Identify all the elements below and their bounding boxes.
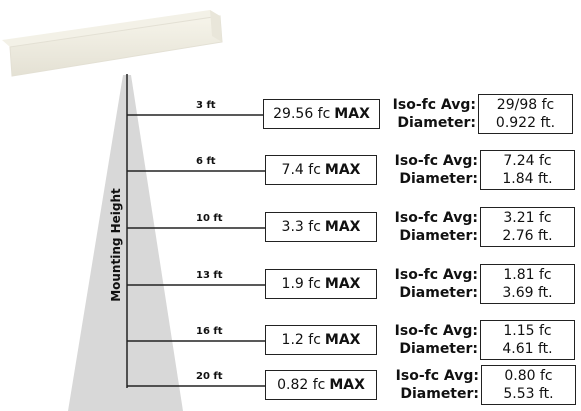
metric-values-box: 0.80 fc 5.53 ft.	[481, 365, 576, 405]
diameter-value: 0.922 ft.	[495, 115, 556, 131]
metric-values-box: 1.15 fc 4.61 ft.	[480, 320, 575, 360]
diameter-value: 4.61 ft.	[502, 341, 553, 357]
max-suffix: MAX	[334, 106, 370, 122]
max-suffix: MAX	[324, 276, 361, 292]
max-illuminance-value: 1.9 fc	[281, 276, 321, 292]
max-illuminance-value: 3.3 fc	[281, 219, 321, 235]
iso-fc-avg-label: Iso-fc Avg:	[394, 210, 478, 226]
max-illuminance-box: 1.2 fc MAX	[265, 325, 377, 355]
fixture-top-face	[2, 10, 220, 47]
max-illuminance-value: 7.4 fc	[281, 162, 321, 178]
max-illuminance-box: 3.3 fc MAX	[265, 212, 377, 242]
metric-values-box: 29/98 fc 0.922 ft.	[478, 94, 573, 134]
light-beam-cone	[68, 75, 183, 411]
diameter-label: Diameter:	[399, 171, 478, 187]
diameter-label: Diameter:	[397, 115, 476, 131]
iso-fc-avg-label: Iso-fc Avg:	[395, 368, 479, 384]
metric-values-box: 7.24 fc 1.84 ft.	[480, 150, 575, 190]
iso-fc-avg-label: Iso-fc Avg:	[394, 153, 478, 169]
height-label: 10 ft	[196, 213, 223, 224]
iso-fc-avg-value: 3.21 fc	[503, 210, 552, 226]
height-label: 20 ft	[196, 371, 223, 382]
diameter-label: Diameter:	[400, 386, 479, 402]
height-label: 13 ft	[196, 270, 223, 281]
max-illuminance-value: 1.2 fc	[281, 332, 321, 348]
metric-labels: Iso-fc Avg: Diameter:	[383, 152, 478, 188]
max-illuminance-box: 0.82 fc MAX	[265, 370, 377, 400]
metric-values-box: 3.21 fc 2.76 ft.	[480, 207, 575, 247]
iso-fc-avg-value: 0.80 fc	[504, 368, 553, 384]
max-illuminance-box: 29.56 fc MAX	[263, 99, 380, 129]
max-illuminance-box: 1.9 fc MAX	[265, 269, 377, 299]
diameter-value: 5.53 ft.	[503, 386, 554, 402]
metric-labels: Iso-fc Avg: Diameter:	[383, 266, 478, 302]
metric-labels: Iso-fc Avg: Diameter:	[381, 96, 476, 132]
diameter-label: Diameter:	[399, 228, 478, 244]
max-illuminance-box: 7.4 fc MAX	[265, 155, 377, 185]
iso-fc-avg-label: Iso-fc Avg:	[392, 97, 476, 113]
height-label: 6 ft	[196, 156, 216, 167]
metric-labels: Iso-fc Avg: Diameter:	[384, 367, 479, 403]
iso-fc-avg-value: 1.15 fc	[503, 323, 552, 339]
max-illuminance-value: 0.82 fc	[277, 377, 326, 393]
metric-labels: Iso-fc Avg: Diameter:	[383, 209, 478, 245]
iso-fc-avg-value: 7.24 fc	[503, 153, 552, 169]
diameter-value: 3.69 ft.	[502, 285, 553, 301]
max-suffix: MAX	[324, 332, 361, 348]
iso-fc-avg-value: 29/98 fc	[496, 97, 555, 113]
row-connectors	[127, 114, 265, 387]
max-suffix: MAX	[324, 162, 361, 178]
height-label: 16 ft	[196, 326, 223, 337]
diameter-label: Diameter:	[399, 341, 478, 357]
max-illuminance-value: 29.56 fc	[273, 106, 331, 122]
diameter-value: 1.84 ft.	[502, 171, 553, 187]
iso-fc-avg-label: Iso-fc Avg:	[394, 267, 478, 283]
iso-fc-avg-label: Iso-fc Avg:	[394, 323, 478, 339]
max-suffix: MAX	[329, 377, 365, 393]
diameter-label: Diameter:	[399, 285, 478, 301]
metric-values-box: 1.81 fc 3.69 ft.	[480, 264, 575, 304]
max-suffix: MAX	[324, 219, 361, 235]
mounting-height-label: Mounting Height	[109, 188, 123, 302]
fixture-end-cap	[210, 10, 222, 42]
metric-labels: Iso-fc Avg: Diameter:	[383, 322, 478, 358]
iso-fc-avg-value: 1.81 fc	[503, 267, 552, 283]
height-label: 3 ft	[196, 100, 216, 111]
diameter-value: 2.76 ft.	[502, 228, 553, 244]
